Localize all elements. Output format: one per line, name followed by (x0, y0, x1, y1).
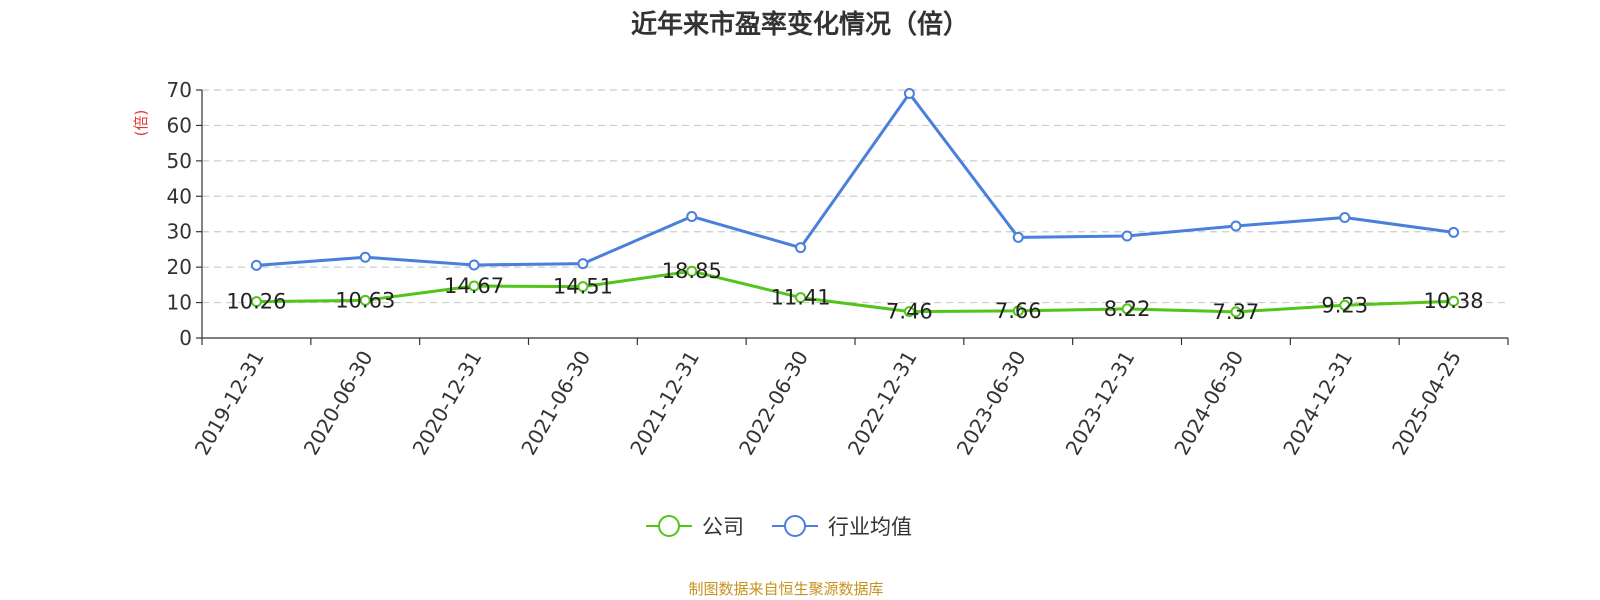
data-point (359, 294, 371, 306)
data-point (686, 210, 698, 222)
data-point (250, 259, 262, 271)
data-label: 7.37 (1213, 300, 1260, 324)
data-label: 10.63 (335, 288, 395, 312)
data-point (1121, 303, 1133, 315)
legend-item-1[interactable]: 行业均值 (772, 515, 912, 539)
data-label: 11.41 (771, 286, 831, 310)
y-tick-label: 0 (179, 326, 192, 350)
legend-label: 行业均值 (828, 515, 912, 539)
data-labels: 10.26 10.63 14.67 14.51 18.85 11.41 7.46 7.66 8.… (226, 259, 1483, 324)
y-tick-label: 10 (167, 291, 192, 315)
data-point (1012, 231, 1024, 243)
data-point (795, 292, 807, 304)
x-tick-label: 2024-06-30 (1169, 347, 1248, 460)
data-point (359, 251, 371, 263)
x-tick-label: 2024-12-31 (1278, 347, 1357, 460)
data-point (1230, 220, 1242, 232)
y-tick-label: 50 (167, 149, 192, 173)
data-point (903, 306, 915, 318)
legend[interactable]: 公司 行业均值 (646, 515, 912, 539)
data-point (577, 281, 589, 293)
data-point (1012, 305, 1024, 317)
data-point (795, 242, 807, 254)
data-point (1339, 212, 1351, 224)
x-tick-label: 2020-06-30 (299, 347, 378, 460)
series-line-1 (256, 92, 1454, 267)
y-tick-label: 70 (167, 78, 192, 102)
data-label: 9.23 (1321, 293, 1368, 317)
legend-item-0[interactable]: 公司 (646, 515, 744, 539)
data-label: 7.66 (995, 299, 1042, 323)
y-tick-label: 20 (167, 255, 192, 279)
x-tick-label: 2021-12-31 (625, 347, 704, 460)
data-point (903, 88, 915, 100)
axes: 0 10 20 30 40 50 60 70 2019-12-31 2020-06-30 2020-… (167, 78, 1509, 460)
x-tick-label: 2025-04-25 (1387, 347, 1466, 460)
data-label: 14.51 (553, 275, 613, 299)
data-label: 10.38 (1424, 289, 1484, 313)
y-tick-label: 30 (167, 220, 192, 244)
data-label: 7.46 (886, 300, 933, 324)
data-point (468, 280, 480, 292)
data-point (577, 258, 589, 270)
x-tick-label: 2022-12-31 (843, 347, 922, 460)
chart-title: 近年来市盈率变化情况（倍） (631, 9, 969, 40)
y-axis-label: (倍) (132, 110, 150, 137)
data-point (1230, 306, 1242, 318)
data-source-note: 制图数据来自恒生聚源数据库 (688, 580, 883, 598)
data-label: 14.67 (444, 274, 504, 298)
x-tick-label: 2022-06-30 (734, 347, 813, 460)
data-label: 18.85 (662, 259, 722, 283)
x-tick-label: 2021-06-30 (516, 347, 595, 460)
grid-lines (202, 89, 1508, 304)
x-tick-label: 2023-06-30 (952, 347, 1031, 460)
data-label: 8.22 (1104, 297, 1151, 321)
x-tick-label: 2020-12-31 (408, 347, 487, 460)
y-tick-label: 40 (167, 184, 192, 208)
data-point (468, 259, 480, 271)
legend-label: 公司 (702, 515, 744, 539)
x-tick-label: 2023-12-31 (1061, 347, 1140, 460)
data-label: 10.26 (226, 290, 286, 314)
data-point (1448, 295, 1460, 307)
data-point (250, 296, 262, 308)
series (250, 88, 1460, 318)
data-point (1121, 230, 1133, 242)
legend-marker (658, 515, 680, 537)
data-point (1448, 226, 1460, 238)
data-point (686, 265, 698, 277)
x-tick-label: 2019-12-31 (190, 347, 269, 460)
series-line-0 (256, 269, 1454, 314)
legend-marker (784, 515, 806, 537)
y-tick-label: 60 (167, 113, 192, 137)
data-point (1339, 299, 1351, 311)
